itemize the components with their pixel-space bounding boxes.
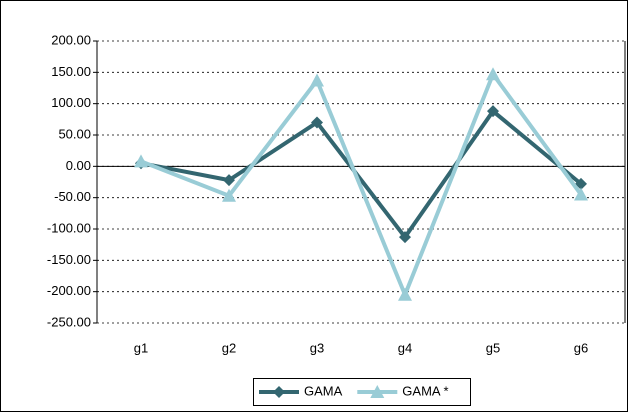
marker	[222, 188, 236, 202]
legend-marker	[370, 385, 385, 398]
x-tick-label: g4	[398, 340, 412, 355]
x-tick-label: g5	[486, 340, 500, 355]
marker	[487, 105, 499, 118]
marker	[134, 154, 148, 168]
series-line	[140, 72, 583, 297]
marker	[223, 174, 235, 187]
x-tick-label: g2	[222, 340, 236, 355]
y-tick-label: 0.00	[66, 158, 91, 173]
marker	[574, 187, 588, 201]
y-tick-label: -150.00	[47, 252, 91, 267]
legend: GAMA GAMA *	[253, 378, 471, 406]
marker	[575, 177, 587, 190]
legend-label: GAMA *	[402, 383, 448, 398]
y-tick-label: -100.00	[47, 220, 91, 235]
y-tick-label: 100.00	[51, 95, 91, 110]
y-tick-label: -50.00	[54, 189, 91, 204]
y-tick-label: 50.00	[58, 126, 91, 141]
marker	[398, 287, 412, 301]
x-tick-label: g1	[134, 340, 148, 355]
legend-marker	[273, 386, 285, 398]
marker	[311, 116, 323, 129]
marker	[310, 73, 324, 87]
series-line	[140, 109, 583, 240]
x-tick-label: g3	[310, 340, 324, 355]
legend-label: GAMA	[304, 383, 343, 398]
x-tick-label: g6	[574, 340, 588, 355]
y-tick-label: 200.00	[51, 32, 91, 47]
marker	[486, 67, 500, 81]
marker	[399, 231, 411, 244]
y-tick-label: -250.00	[47, 314, 91, 329]
y-tick-label: -200.00	[47, 283, 91, 298]
y-tick-label: 150.00	[51, 64, 91, 79]
